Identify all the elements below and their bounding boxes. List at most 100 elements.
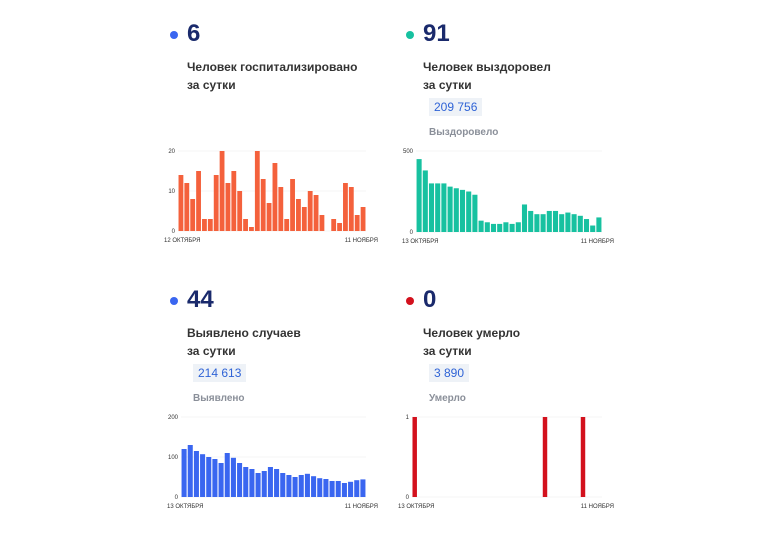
- hospitalized-bar: [278, 187, 284, 231]
- cases-bar: [200, 454, 206, 497]
- hospitalized-bar: [260, 179, 266, 231]
- cases-dot-icon: [170, 297, 178, 305]
- hospitalized-bar: [354, 215, 360, 231]
- deaths-caption: Человек умерло за сутки: [423, 326, 521, 358]
- cases-total: 214 613: [193, 364, 247, 382]
- hospitalized-value: 6: [187, 20, 201, 47]
- cases-xlabel-start: 13 ОКТЯБРЯ: [167, 504, 204, 510]
- cases-xlabel-end: 11 НОЯБРЯ: [345, 504, 378, 510]
- cases-bar: [329, 481, 335, 497]
- cases-bar: [311, 476, 317, 497]
- cases-bar: [304, 473, 310, 497]
- hospitalized-bar: [272, 163, 278, 231]
- recovered-ytick-label: 500: [403, 149, 414, 155]
- recovered-bar: [447, 186, 453, 232]
- hospitalized-bar: [266, 203, 272, 231]
- cases-ytick-label: 0: [175, 495, 179, 501]
- recovered-caption: Человек выздоровел за сутки: [423, 60, 551, 92]
- cases-bar: [360, 479, 366, 497]
- recovered-bar: [484, 222, 490, 232]
- hospitalized-bar: [225, 183, 231, 231]
- recovered-bar: [472, 194, 478, 232]
- deaths-xlabel-start: 13 ОКТЯБРЯ: [398, 504, 435, 510]
- hospitalized-bar: [301, 207, 307, 231]
- hospitalized-bar: [313, 195, 319, 231]
- panel-deaths: 0 Человек умерло за сутки 3 890 Умерло: [406, 284, 636, 534]
- hospitalized-bar: [284, 219, 290, 231]
- recovered-ytick-label: 0: [410, 230, 414, 236]
- deaths-xlabel-end: 11 НОЯБРЯ: [581, 504, 614, 510]
- hospitalized-bar: [296, 199, 301, 231]
- hospitalized-xlabel-start: 12 ОКТЯБРЯ: [164, 238, 201, 244]
- cases-caption: Выявлено случаев за сутки: [187, 326, 301, 358]
- recovered-bar: [577, 215, 583, 232]
- hospitalized-bar: [196, 171, 201, 231]
- cases-bar: [249, 469, 255, 497]
- deaths-total: 3 890: [429, 364, 470, 382]
- recovered-bar: [515, 222, 521, 232]
- panel-recovered: 91 Человек выздоровел за сутки 209 756 В…: [406, 18, 636, 268]
- hospitalized-bar: [237, 191, 243, 231]
- cases-bar: [261, 471, 267, 497]
- hospitalized-ytick-label: 20: [168, 149, 175, 155]
- hospitalized-bar: [331, 219, 337, 231]
- recovered-bar: [441, 183, 447, 232]
- hospitalized-bar: [202, 219, 207, 231]
- hospitalized-chart: 0 10 20 12 ОКТЯБРЯ 11 НОЯБРЯ: [164, 149, 378, 244]
- cases-bar: [323, 479, 329, 497]
- cases-bar: [280, 473, 286, 497]
- hospitalized-bar: [319, 215, 325, 231]
- deaths-bar: [542, 417, 548, 497]
- recovered-bar: [428, 183, 435, 232]
- hospitalized-bar: [348, 187, 354, 231]
- recovered-bar: [552, 210, 559, 232]
- panel-hospitalized: 6 Человек госпитализировано за сутки: [170, 18, 400, 268]
- cases-bar: [292, 477, 298, 497]
- recovered-dot-icon: [406, 31, 414, 39]
- cases-bar: [317, 478, 323, 497]
- hospitalized-bar: [360, 207, 366, 231]
- cases-bar: [181, 449, 187, 497]
- hospitalized-bar: [249, 227, 254, 231]
- recovered-bar: [596, 217, 602, 232]
- hospitalized-bar: [254, 151, 260, 231]
- recovered-bar: [503, 222, 509, 232]
- recovered-total: 209 756: [429, 98, 483, 116]
- recovered-bar: [534, 214, 540, 232]
- recovered-bar: [490, 223, 497, 232]
- recovered-bar: [509, 223, 515, 232]
- deaths-total-label: Умерло: [429, 393, 466, 404]
- recovered-bar: [416, 159, 422, 232]
- hospitalized-bar: [178, 175, 184, 231]
- hospitalized-ytick-label: 0: [172, 229, 176, 235]
- cases-bar: [286, 475, 292, 497]
- hospitalized-bar: [213, 175, 219, 231]
- cases-bar: [255, 473, 261, 497]
- recovered-bar: [478, 220, 484, 232]
- recovered-bar: [453, 188, 459, 232]
- hospitalized-bar: [190, 199, 196, 231]
- recovered-bar: [540, 214, 546, 232]
- cases-bar: [230, 457, 236, 497]
- recovered-bar: [435, 183, 441, 232]
- cases-bar: [237, 463, 243, 497]
- hospitalized-bar: [337, 223, 342, 231]
- cases-total-label: Выявлено: [193, 393, 245, 404]
- recovered-bar: [528, 210, 534, 232]
- recovered-bar: [466, 191, 472, 232]
- recovered-bar: [422, 170, 428, 232]
- hospitalized-bar: [219, 151, 225, 231]
- cases-bar: [218, 463, 224, 497]
- deaths-ytick-label: 0: [406, 495, 410, 501]
- cases-value: 44: [187, 286, 214, 313]
- cases-bar: [243, 467, 249, 497]
- cases-chart: 0 100 200 13 ОКТЯБРЯ 11 НОЯБРЯ: [167, 415, 378, 510]
- hospitalized-caption: Человек госпитализировано за сутки: [187, 60, 358, 92]
- recovered-bar: [571, 214, 577, 232]
- cases-ytick-label: 100: [168, 455, 179, 461]
- cases-bar: [348, 481, 354, 497]
- recovered-bar: [497, 223, 503, 232]
- recovered-bar: [583, 219, 590, 232]
- hospitalized-xlabel-end: 11 НОЯБРЯ: [345, 238, 378, 244]
- hospitalized-bar: [307, 191, 313, 231]
